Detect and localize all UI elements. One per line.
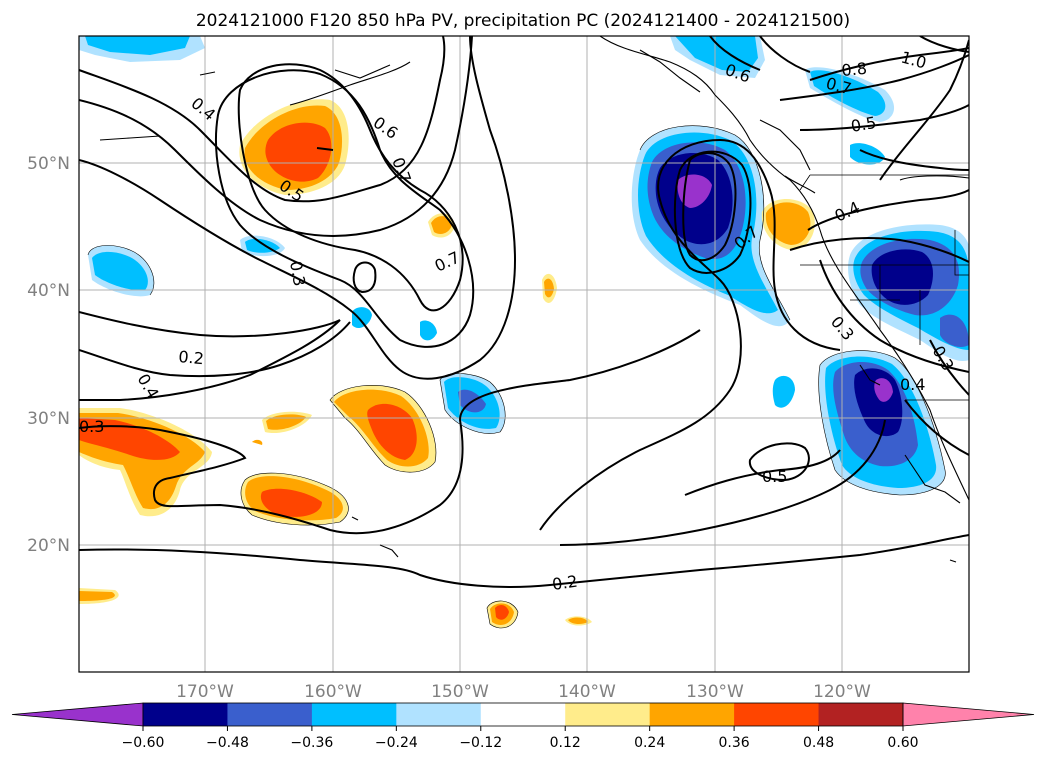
colorbar-extend-high [902, 702, 1035, 727]
lon-label: 160°W [304, 682, 362, 702]
colorbar-tick-label: 0.12 [550, 735, 581, 751]
contour-label: 0.3 [79, 417, 104, 436]
contour-label: 0.5 [849, 113, 877, 136]
precip-positive-areas [79, 99, 815, 628]
contour-label: 0.8 [841, 59, 868, 80]
colorbar-tick-label: −0.24 [375, 735, 418, 751]
colorbar-segment [143, 703, 228, 726]
contour-label: 0.3 [286, 259, 309, 287]
lon-label: 140°W [558, 682, 616, 702]
colorbar-tick-label: −0.60 [122, 735, 165, 751]
colorbar-tick-label: −0.12 [459, 735, 502, 751]
lat-label: 40°N [27, 281, 70, 301]
colorbar-segment [227, 703, 313, 726]
colorbar-segment [311, 703, 397, 726]
colorbar-segment [734, 703, 820, 726]
colorbar-segment [649, 703, 735, 726]
lat-label: 50°N [27, 154, 70, 174]
contour-label: 0.2 [178, 347, 205, 368]
colorbar-tick-label: −0.48 [206, 735, 249, 751]
colorbar-segment [396, 703, 482, 726]
colorbar-segment [480, 703, 566, 726]
colorbar-tick-label: 0.48 [803, 735, 834, 751]
lon-label: 130°W [686, 682, 744, 702]
coastlines [99, 36, 969, 563]
lon-tick-labels: 170°W 160°W 150°W 140°W 130°W 120°W [176, 682, 871, 702]
colorbar-extend-low [11, 702, 144, 727]
colorbar-tick-label: 0.36 [719, 735, 750, 751]
lon-label: 150°W [431, 682, 489, 702]
colorbar: −0.60 −0.48 −0.36 −0.24 −0.12 0.12 0.24 0.36 0.4… [11, 702, 1035, 751]
map-background [79, 36, 969, 672]
lon-label: 170°W [176, 682, 234, 702]
lon-label: 120°W [813, 682, 871, 702]
borders [799, 174, 969, 401]
figure-title: 2024121000 F120 850 hPa PV, precipitatio… [196, 11, 850, 31]
lat-label: 20°N [27, 536, 70, 556]
lat-label: 30°N [27, 409, 70, 429]
contour-label: 0.5 [762, 467, 787, 486]
colorbar-frame [142, 702, 904, 727]
colorbar-tick-label: 0.60 [887, 735, 918, 751]
graticule [79, 36, 969, 672]
colorbar-segment [818, 703, 904, 726]
map-frame [78, 35, 970, 673]
colorbar-tick-label: 0.24 [634, 735, 665, 751]
contour-label: 0.4 [900, 375, 925, 394]
colorbar-segment [565, 703, 651, 726]
lat-tick-labels: 50°N 40°N 30°N 20°N [27, 154, 70, 556]
pv-contours [79, 36, 969, 588]
colorbar-tick-label: −0.36 [290, 735, 333, 751]
map-panel: 0.4 0.6 0.7 0.5 0.3 0.7 0.2 0.4 0.3 0.6 … [78, 35, 970, 673]
contour-label: 0.2 [551, 572, 579, 594]
